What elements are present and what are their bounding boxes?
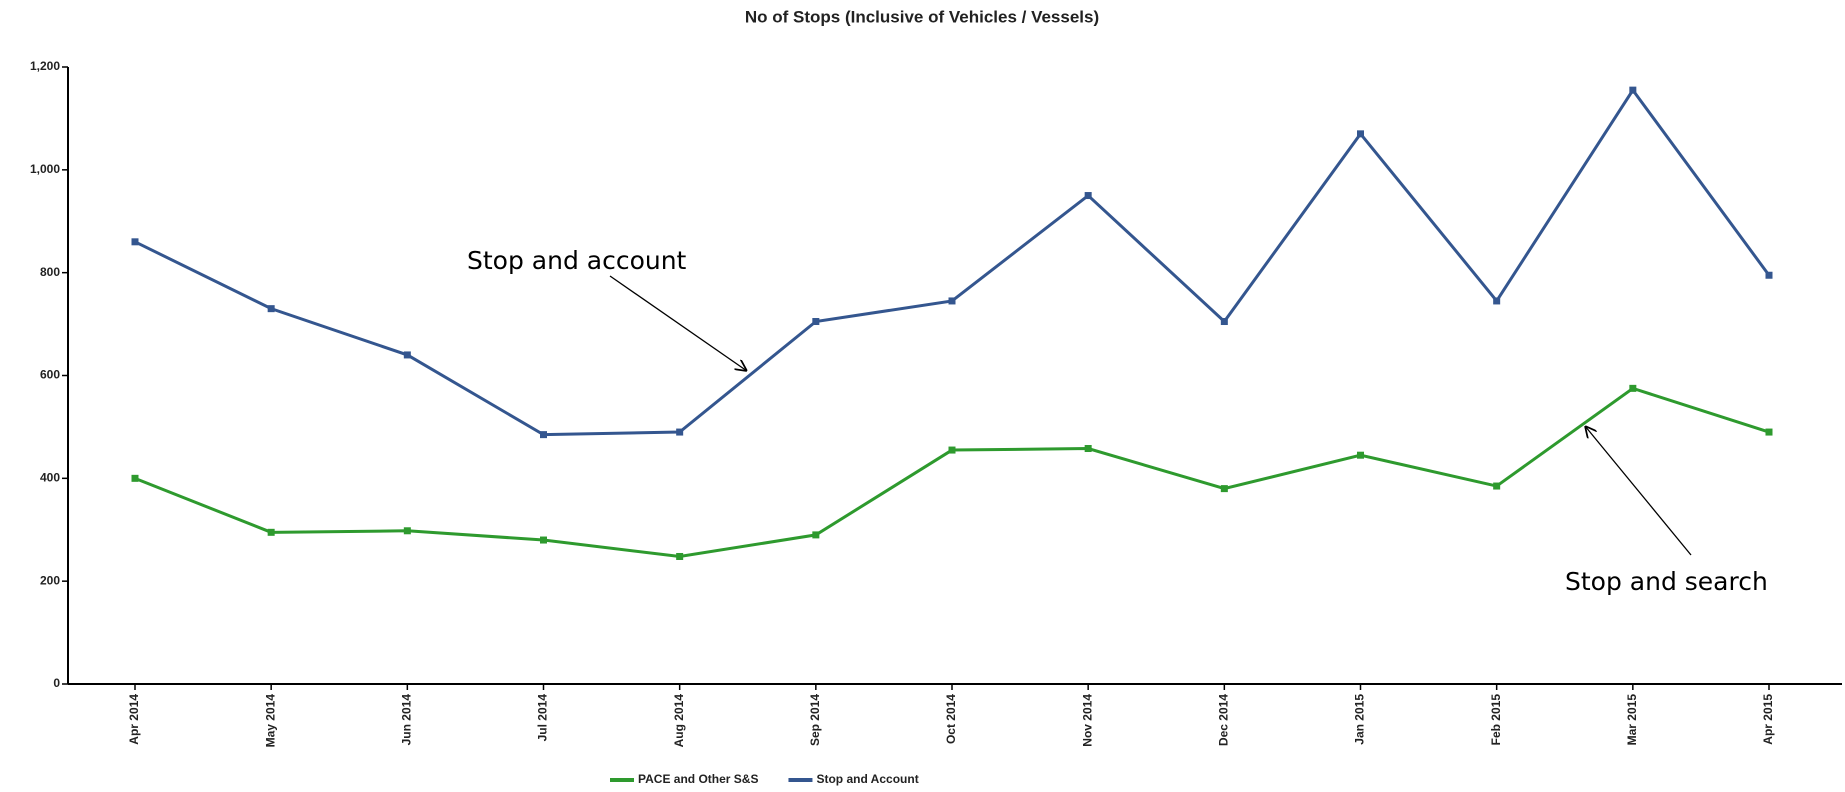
marker [1629, 384, 1637, 392]
x-tick-label: Dec 2014 [1217, 694, 1231, 746]
marker [1220, 318, 1228, 326]
marker [1357, 130, 1364, 138]
x-tick-label: Apr 2014 [127, 694, 141, 745]
line [134, 87, 1771, 437]
legend-label: PACE and Other S&S [638, 772, 758, 786]
annotation: Stop and account [467, 246, 687, 275]
x-tick-label: Nov 2014 [1080, 694, 1094, 747]
legend-label: Stop and Account [816, 772, 918, 786]
marker [948, 297, 956, 305]
x-tick-label: Sep 2014 [808, 694, 822, 746]
marker [1493, 297, 1501, 305]
x-tick-label: Apr 2015 [1761, 694, 1775, 745]
marker [676, 552, 684, 560]
marker [812, 318, 820, 326]
marker [1084, 192, 1092, 200]
marker [267, 305, 275, 313]
annotation-arrow [609, 275, 747, 371]
y-tick-label: 1,000 [30, 162, 60, 176]
marker [1220, 485, 1228, 493]
marker [131, 238, 139, 246]
marker [540, 536, 547, 544]
y-tick-label: 800 [40, 265, 60, 279]
marker [1629, 86, 1637, 94]
marker [948, 446, 956, 454]
y-tick-label: 200 [40, 573, 60, 587]
marker [540, 431, 547, 439]
x-tick-label: Oct 2014 [944, 694, 958, 744]
x-tick-label: May 2014 [263, 694, 277, 748]
x-tick-label: Feb 2015 [1489, 694, 1503, 746]
annotation-arrow [1585, 426, 1692, 556]
marker [676, 428, 684, 436]
x-tick-label: Jul 2014 [536, 694, 550, 742]
marker [812, 531, 820, 539]
y-tick-label: 600 [40, 368, 60, 382]
marker [1084, 445, 1092, 453]
y-tick-label: 1,200 [30, 59, 60, 73]
chart-title: No of Stops (Inclusive of Vehicles / Ves… [745, 7, 1099, 26]
marker [1765, 428, 1773, 436]
marker [1493, 482, 1501, 490]
marker [1765, 271, 1773, 279]
x-tick-label: Jun 2014 [400, 694, 414, 746]
marker [131, 474, 139, 482]
marker [1357, 451, 1364, 459]
y-tick-label: 0 [53, 676, 60, 690]
x-tick-label: Aug 2014 [672, 694, 686, 748]
marker [403, 527, 411, 535]
line [134, 386, 1770, 559]
annotation: Stop and search [1565, 567, 1768, 596]
marker [403, 351, 411, 359]
x-tick-label: Jan 2015 [1353, 694, 1367, 745]
marker [267, 528, 275, 536]
y-tick-label: 400 [40, 471, 60, 485]
x-tick-label: Mar 2015 [1625, 694, 1639, 746]
